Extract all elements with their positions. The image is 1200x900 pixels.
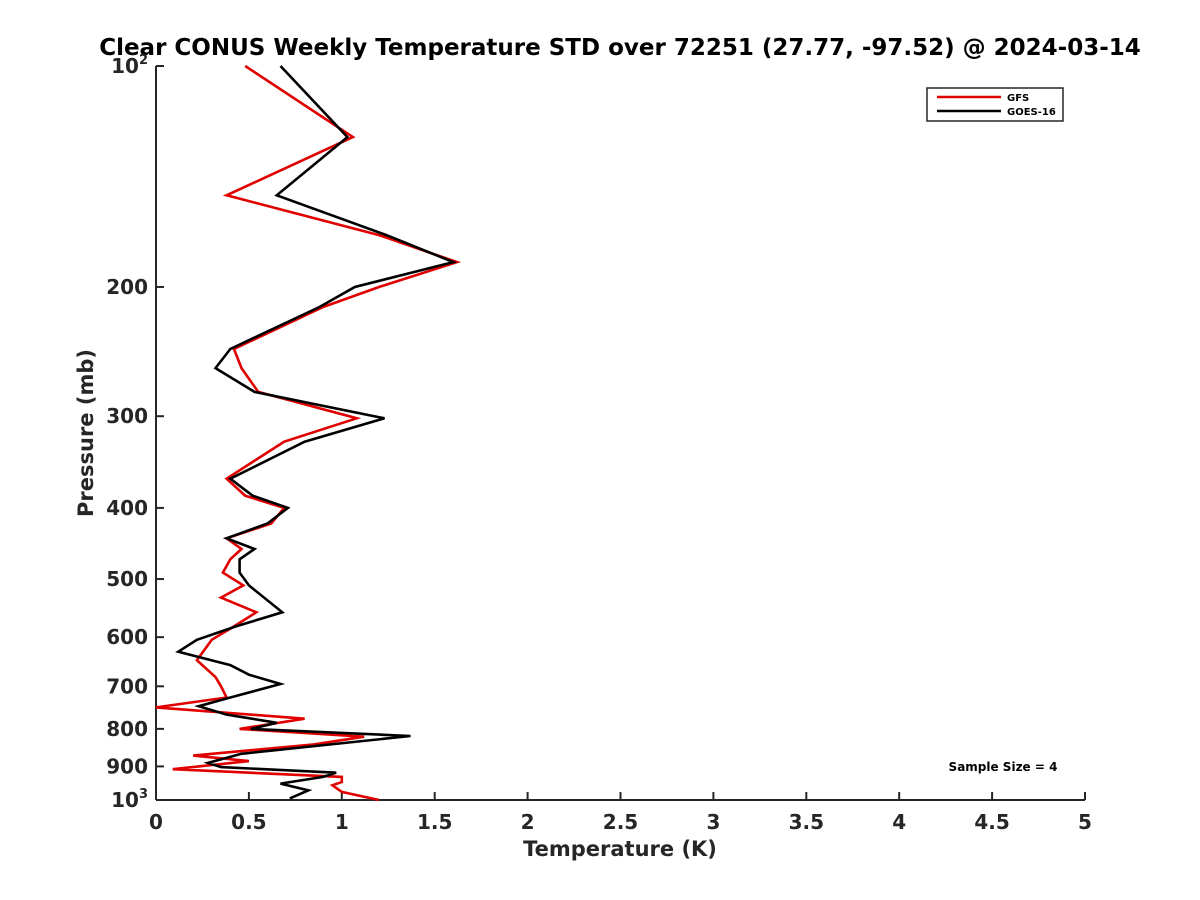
sample-size-annotation: Sample Size = 4: [949, 760, 1058, 774]
y-tick-label: 103: [111, 787, 148, 812]
chart-title: Clear CONUS Weekly Temperature STD over …: [99, 35, 1141, 61]
x-tick-label: 4.5: [974, 810, 1009, 834]
legend: GFS GOES-16: [926, 87, 1064, 122]
x-tick-label: 2: [521, 810, 535, 834]
y-tick-label: 500: [106, 567, 148, 591]
y-axis-label: Pressure (mb): [74, 349, 98, 517]
x-tick-label: 5: [1078, 810, 1092, 834]
series-line-gfs: [155, 64, 462, 802]
y-tick-label: 200: [106, 275, 148, 299]
y-tick-label: 102: [111, 53, 148, 78]
y-tick-label: 400: [106, 496, 148, 520]
y-tick-label: 800: [106, 717, 148, 741]
x-tick-label: 3: [706, 810, 720, 834]
x-tick-label: 0: [149, 810, 163, 834]
series-line-goes-16: [175, 65, 458, 800]
x-tick-label: 2.5: [603, 810, 638, 834]
y-tick-label: 300: [106, 404, 148, 428]
x-tick-label: 1: [335, 810, 349, 834]
x-tick-label: 3.5: [789, 810, 824, 834]
x-tick-label: 0.5: [231, 810, 266, 834]
y-tick-label: 700: [106, 674, 148, 698]
x-tick-label: 1.5: [417, 810, 452, 834]
legend-label: GFS: [1007, 93, 1029, 104]
legend-label: GOES-16: [1007, 107, 1056, 118]
legend-box: [926, 87, 1064, 122]
x-tick-label: 4: [892, 810, 906, 834]
y-tick-label: 900: [106, 754, 148, 778]
x-axis-label: Temperature (K): [523, 837, 717, 861]
y-tick-label: 600: [106, 625, 148, 649]
